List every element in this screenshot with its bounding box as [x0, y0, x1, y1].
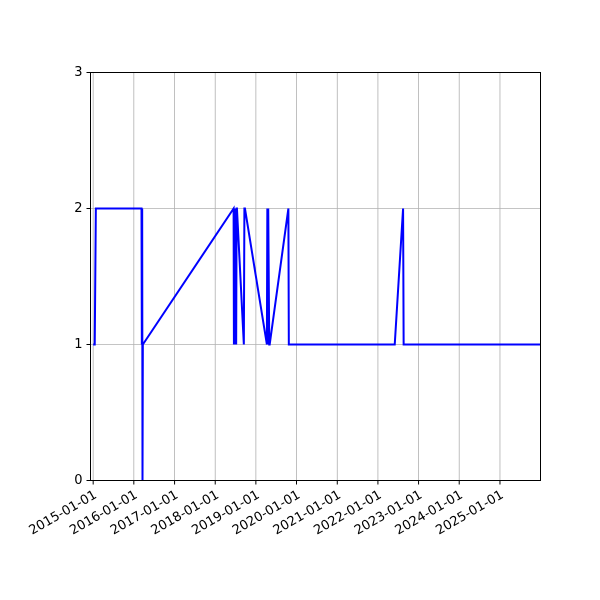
y-tick-label: 2 — [74, 201, 82, 216]
series-layer — [93, 205, 541, 481]
y-tick-label: 0 — [74, 473, 82, 488]
y-tick-label: 3 — [74, 65, 82, 80]
grid-lines — [90, 72, 541, 481]
plot-frame — [90, 72, 541, 481]
series-line — [93, 205, 541, 481]
y-tick-label: 1 — [74, 337, 82, 352]
